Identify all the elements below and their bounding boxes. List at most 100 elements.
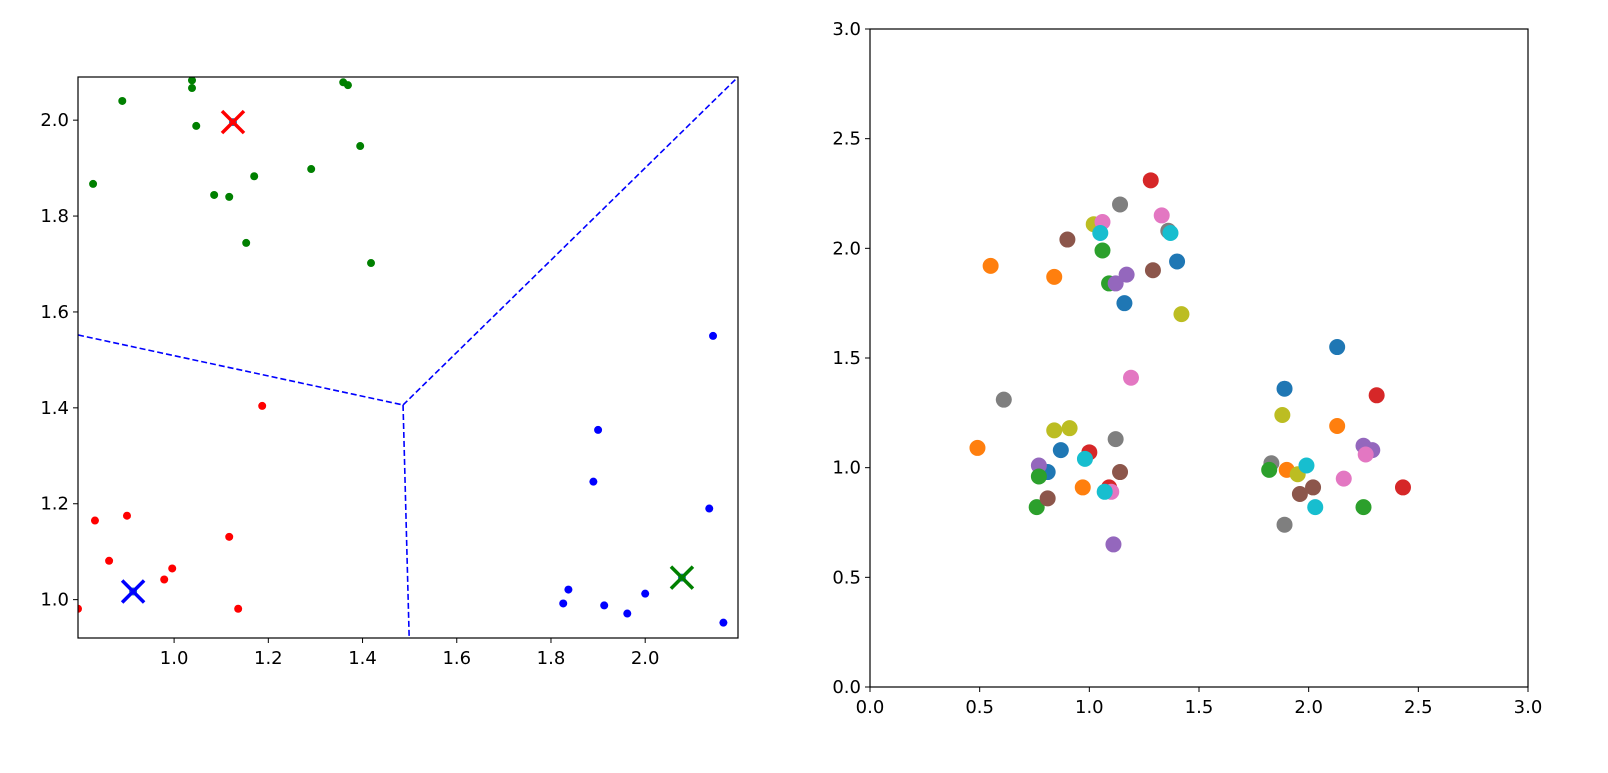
data-point — [1276, 516, 1293, 533]
data-point — [1030, 468, 1047, 485]
centroid-x-marker — [220, 109, 246, 135]
data-point-cluster-green — [367, 259, 376, 268]
right-scatter-plot: 0.0 0.5 1.0 1.5 2.0 2.5 3.0 0.0 0.5 1.0 1.5 2.0 2.5 3… — [832, 19, 1542, 718]
data-point — [1274, 407, 1291, 424]
x-tick-label: 2.0 — [631, 648, 660, 669]
data-point — [1059, 231, 1076, 248]
x-tick-label: 1.4 — [348, 648, 377, 669]
x-tick-label: 1.0 — [160, 648, 189, 669]
data-point — [1107, 275, 1124, 292]
data-point — [1094, 242, 1111, 259]
data-point — [1153, 207, 1170, 224]
y-tick-label: 1.0 — [40, 590, 69, 611]
y-tick-label: 2.5 — [832, 129, 861, 150]
data-point-cluster-green — [225, 192, 234, 201]
data-point — [1107, 431, 1124, 448]
data-point-cluster-green — [188, 84, 197, 93]
data-point-cluster-red — [234, 604, 243, 613]
data-point-cluster-green — [118, 96, 127, 105]
data-point — [1074, 479, 1091, 496]
centroid-x-marker — [669, 565, 695, 590]
axes-frame — [77, 76, 739, 639]
y-tick-label: 0.0 — [832, 677, 861, 698]
data-point — [1173, 306, 1190, 323]
data-point — [1142, 172, 1159, 189]
y-tick-label: 2.0 — [832, 238, 861, 259]
data-point — [1169, 253, 1186, 270]
data-point-cluster-blue — [589, 477, 598, 486]
data-point — [1394, 479, 1411, 496]
data-point-cluster-blue — [600, 601, 609, 610]
data-point — [1291, 485, 1308, 502]
data-point-cluster-green — [356, 142, 365, 151]
data-point — [1305, 479, 1322, 496]
data-point — [1112, 196, 1129, 213]
data-point-cluster-red — [168, 564, 177, 573]
centroid-x-marker — [120, 579, 146, 604]
data-point-cluster-red — [258, 401, 267, 410]
data-point — [1162, 224, 1179, 241]
x-tick-label: 1.5 — [1185, 697, 1214, 718]
data-point-cluster-red — [122, 511, 131, 520]
data-point — [1028, 499, 1045, 516]
data-point — [1335, 470, 1352, 487]
data-point-cluster-green — [250, 172, 259, 181]
x-tick-label: 1.6 — [442, 648, 471, 669]
data-point — [1112, 464, 1129, 481]
data-point — [1039, 490, 1056, 507]
voronoi-boundary-line — [78, 334, 404, 406]
data-point-cluster-blue — [709, 331, 718, 340]
y-tick-label: 1.6 — [40, 302, 69, 323]
data-point-cluster-blue — [641, 589, 650, 598]
data-point — [1061, 420, 1078, 437]
data-point — [1052, 442, 1069, 459]
data-point — [1030, 457, 1047, 474]
data-point — [995, 391, 1012, 408]
data-point-cluster-blue — [705, 504, 714, 513]
left-voronoi-plot: 1.0 1.2 1.4 1.6 1.8 2.0 1.0 1.2 1.4 1.6 1.8 2.0 — [40, 76, 739, 669]
x-tick-label: 3.0 — [1514, 697, 1543, 718]
data-point — [1096, 483, 1113, 500]
data-point — [1105, 536, 1122, 553]
y-tick-label: 1.2 — [40, 494, 69, 515]
y-tick-label: 2.0 — [40, 110, 69, 131]
y-tick-label: 0.5 — [832, 567, 861, 588]
data-point — [1329, 417, 1346, 434]
y-tick-label: 3.0 — [832, 19, 861, 40]
data-point-cluster-green — [188, 77, 197, 85]
data-point — [982, 257, 999, 274]
data-point-cluster-blue — [623, 609, 632, 618]
data-point — [1046, 268, 1063, 285]
y-tick-label: 1.5 — [832, 348, 861, 369]
data-point — [1276, 380, 1293, 397]
data-point-cluster-red — [90, 516, 99, 525]
x-tick-label: 1.2 — [254, 648, 283, 669]
y-tick-label: 1.4 — [40, 398, 69, 419]
x-tick-label: 2.0 — [1294, 697, 1323, 718]
plot-area — [78, 77, 738, 638]
data-point — [1355, 499, 1372, 516]
data-point-cluster-green — [192, 121, 201, 130]
y-tick-label: 1.8 — [40, 206, 69, 227]
data-point — [1307, 499, 1324, 516]
data-point — [1046, 422, 1063, 439]
data-point-cluster-green — [242, 238, 251, 247]
data-point-cluster-blue — [564, 585, 573, 594]
x-tick-label: 0.0 — [856, 697, 885, 718]
axes-frame — [869, 28, 1529, 688]
data-point-cluster-blue — [559, 599, 568, 608]
data-point — [1076, 450, 1093, 467]
data-point — [1144, 262, 1161, 279]
data-point — [1123, 369, 1140, 386]
data-point — [969, 439, 986, 456]
data-point-cluster-blue — [594, 425, 603, 434]
data-point-cluster-red — [160, 575, 169, 584]
data-point-cluster-red — [225, 532, 234, 541]
data-point-cluster-green — [89, 179, 98, 188]
x-tick-label: 1.0 — [1075, 697, 1104, 718]
data-point-cluster-blue — [719, 618, 728, 627]
data-point — [1329, 339, 1346, 356]
data-point-cluster-green — [343, 81, 352, 90]
x-tick-label: 0.5 — [965, 697, 994, 718]
